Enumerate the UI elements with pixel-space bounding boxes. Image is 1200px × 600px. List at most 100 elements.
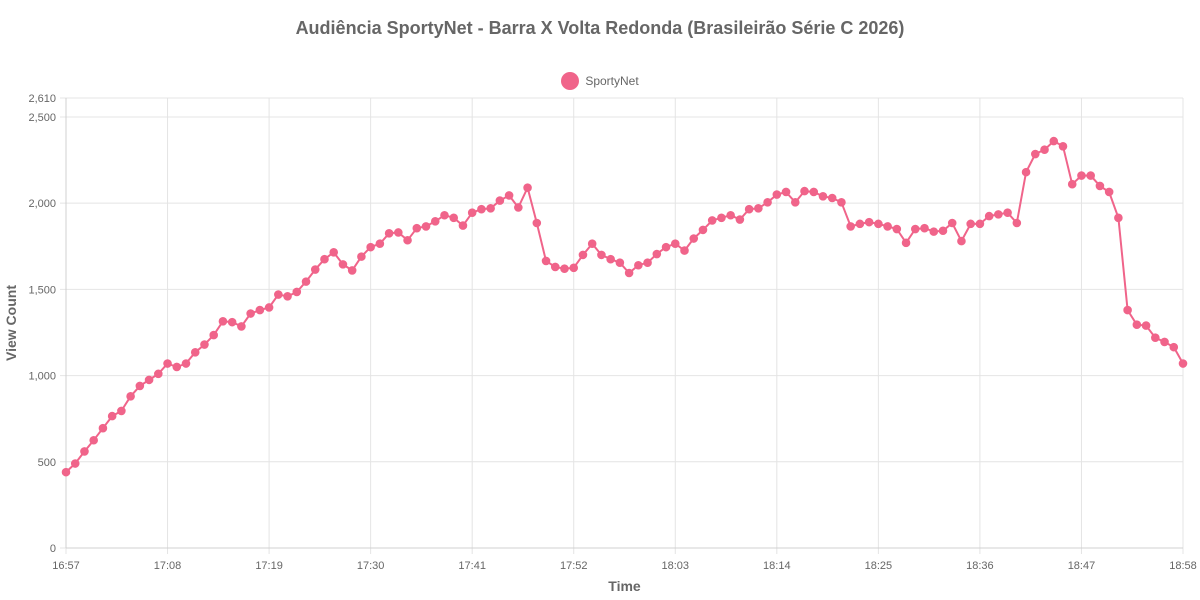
data-point xyxy=(274,290,283,299)
y-tick-label: 0 xyxy=(50,543,56,555)
data-point xyxy=(910,224,920,234)
data-point xyxy=(790,198,800,207)
data-point xyxy=(652,249,662,259)
data-point xyxy=(763,198,772,207)
data-point xyxy=(892,224,902,234)
data-point xyxy=(292,287,302,297)
data-point xyxy=(246,309,255,318)
data-point xyxy=(938,226,948,236)
data-point xyxy=(458,221,468,230)
data-point xyxy=(929,227,939,236)
x-tick-label: 18:58 xyxy=(1169,560,1197,572)
data-point xyxy=(670,239,680,248)
data-point xyxy=(947,218,957,228)
data-point xyxy=(523,183,532,192)
series-line xyxy=(65,140,1184,473)
data-point xyxy=(1169,342,1179,352)
data-point xyxy=(347,266,357,275)
data-point xyxy=(126,391,135,401)
data-point xyxy=(827,193,837,203)
data-point xyxy=(1123,305,1132,315)
data-point xyxy=(1104,187,1114,197)
data-point xyxy=(781,187,791,197)
data-point xyxy=(855,219,865,229)
y-tick-label: 2,500 xyxy=(28,112,56,124)
data-point xyxy=(98,423,108,433)
data-point xyxy=(1141,321,1151,330)
data-point xyxy=(486,204,495,213)
x-tick-label: 18:14 xyxy=(763,560,791,572)
data-point xyxy=(320,254,329,264)
x-tick-label: 16:57 xyxy=(52,560,80,572)
data-point xyxy=(89,435,98,445)
x-tick-label: 18:47 xyxy=(1068,560,1096,572)
data-point xyxy=(680,246,689,255)
data-point xyxy=(1178,359,1188,368)
data-point xyxy=(449,213,459,223)
data-point xyxy=(394,228,403,237)
data-point xyxy=(403,235,412,245)
data-point xyxy=(772,190,782,199)
legend[interactable]: SportyNet xyxy=(0,72,1200,90)
data-point xyxy=(1067,179,1077,189)
data-point xyxy=(984,211,994,221)
data-point xyxy=(375,239,385,248)
data-point xyxy=(707,216,717,225)
x-axis-title: Time xyxy=(608,578,641,594)
data-point xyxy=(735,215,745,224)
data-point xyxy=(1151,333,1160,342)
data-point xyxy=(744,204,754,214)
data-point xyxy=(994,210,1003,219)
data-point xyxy=(80,447,89,456)
data-point xyxy=(569,263,579,273)
x-tick-label: 17:19 xyxy=(255,560,283,572)
x-tick-label: 18:03 xyxy=(662,560,690,572)
data-point xyxy=(255,305,265,315)
data-point xyxy=(107,411,117,421)
data-point xyxy=(329,248,339,257)
data-point xyxy=(477,204,486,214)
data-point xyxy=(1030,149,1040,159)
data-point xyxy=(883,222,892,231)
data-point xyxy=(754,204,763,213)
data-point xyxy=(430,216,440,226)
data-point xyxy=(181,359,191,368)
data-point xyxy=(643,258,652,267)
x-tick-label: 18:25 xyxy=(865,560,893,572)
x-tick-label: 18:36 xyxy=(966,560,994,572)
data-point xyxy=(70,459,80,468)
data-point xyxy=(283,291,292,301)
data-point xyxy=(495,196,505,205)
data-point xyxy=(532,218,542,228)
data-point xyxy=(920,223,929,233)
data-point xyxy=(163,359,172,368)
data-point xyxy=(717,213,726,223)
data-point xyxy=(237,322,246,331)
data-point xyxy=(1003,208,1012,217)
data-point xyxy=(384,229,394,238)
data-point xyxy=(689,234,699,243)
y-axis-title: View Count xyxy=(3,285,19,361)
data-point xyxy=(310,265,320,274)
data-point xyxy=(966,219,975,229)
data-point xyxy=(190,348,200,357)
data-point xyxy=(1160,337,1169,347)
data-point xyxy=(1040,145,1049,155)
y-tick-label: 2,000 xyxy=(28,198,56,210)
y-tick-label: 1,000 xyxy=(28,371,56,383)
x-tick-label: 17:41 xyxy=(458,560,486,572)
data-point xyxy=(154,369,163,379)
data-point xyxy=(587,239,597,248)
data-point xyxy=(818,191,828,201)
data-point xyxy=(578,250,588,260)
data-point xyxy=(209,330,219,340)
data-point xyxy=(1021,167,1031,177)
data-point xyxy=(1012,218,1022,228)
data-point xyxy=(227,317,237,327)
data-point xyxy=(560,264,569,273)
legend-label: SportyNet xyxy=(585,74,639,88)
data-point xyxy=(901,238,911,248)
data-point xyxy=(1058,141,1068,151)
data-point xyxy=(366,242,375,252)
